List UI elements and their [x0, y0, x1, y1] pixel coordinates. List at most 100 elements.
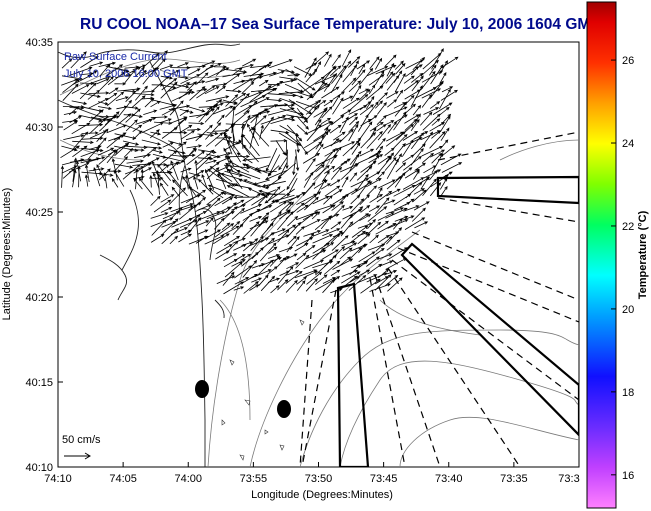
current-vector — [269, 59, 293, 69]
current-vector — [413, 188, 426, 195]
current-vector — [143, 157, 160, 167]
current-vector — [106, 136, 121, 149]
current-vector — [302, 182, 316, 196]
current-vector — [153, 199, 172, 213]
current-vector — [311, 51, 330, 67]
current-vector — [242, 144, 259, 163]
current-vector — [402, 215, 415, 221]
current-vector — [115, 96, 129, 101]
colorbar-tick-label: 22 — [622, 221, 634, 233]
current-vector — [285, 270, 303, 285]
current-vector — [393, 143, 406, 159]
current-vector — [410, 132, 425, 150]
current-vector — [186, 150, 206, 166]
current-vector — [221, 222, 231, 231]
current-vector — [350, 230, 366, 244]
current-vector — [223, 206, 238, 221]
current-vector — [232, 110, 250, 125]
current-vector — [312, 234, 334, 244]
current-vector — [348, 275, 367, 291]
current-vector — [342, 97, 360, 109]
current-vector — [216, 173, 234, 187]
current-vector — [243, 281, 259, 294]
y-axis-ticks: 40:35 40:30 40:25 40:20 40:15 40:10 — [25, 37, 63, 474]
current-vector — [439, 56, 459, 69]
current-vector — [369, 56, 380, 70]
current-vector — [169, 100, 184, 116]
current-vector — [172, 179, 188, 197]
current-vector — [249, 85, 272, 103]
current-vector — [386, 62, 395, 77]
current-vector — [287, 221, 302, 238]
current-vector — [375, 235, 393, 252]
current-vector — [296, 204, 309, 213]
x-tick-label: 74:05 — [109, 473, 137, 485]
current-vector — [196, 197, 207, 206]
current-vector — [330, 74, 343, 94]
current-vector — [135, 66, 145, 77]
current-vector — [392, 218, 403, 230]
current-vector — [231, 207, 246, 220]
current-vector — [386, 239, 401, 251]
current-vector — [331, 65, 347, 84]
current-vector — [295, 149, 300, 172]
y-tick-label: 40:30 — [25, 122, 53, 134]
current-vector — [215, 65, 226, 76]
current-vector — [277, 279, 289, 291]
current-vector — [313, 129, 332, 142]
current-vector — [285, 149, 289, 170]
current-vector — [369, 121, 384, 132]
current-vector — [214, 194, 235, 207]
current-vector — [377, 71, 394, 91]
current-vector — [231, 259, 246, 267]
current-vector — [168, 187, 187, 206]
current-vector — [268, 246, 278, 254]
colorbar-label: Temperature (°C) — [637, 210, 649, 299]
current-vector — [410, 118, 420, 132]
current-vector — [305, 157, 316, 173]
current-vector — [98, 115, 120, 123]
current-vector — [285, 253, 298, 261]
current-vector — [350, 198, 365, 213]
current-vector — [247, 123, 260, 147]
current-vector — [385, 207, 408, 219]
current-vector — [342, 64, 358, 83]
current-vector — [405, 59, 424, 69]
colorbar — [586, 1, 617, 509]
station-marker-1 — [195, 380, 209, 398]
current-vector — [422, 113, 441, 131]
current-vector — [205, 217, 214, 227]
current-vector — [80, 55, 99, 68]
current-vector — [250, 126, 270, 147]
current-vector — [71, 100, 88, 105]
current-vector — [186, 144, 203, 149]
current-vector — [243, 179, 269, 190]
current-vector — [207, 184, 234, 196]
current-vector — [157, 163, 172, 182]
y-tick-label: 40:10 — [25, 462, 53, 474]
current-vector — [374, 276, 389, 285]
current-vector — [195, 220, 210, 227]
current-vector — [329, 179, 341, 187]
current-vector — [212, 105, 234, 115]
current-vector — [142, 89, 156, 94]
current-vector — [374, 70, 385, 86]
current-vector — [160, 81, 178, 99]
current-vector — [286, 172, 298, 191]
colorbar-tick-label: 24 — [622, 138, 634, 150]
current-vector — [440, 127, 450, 141]
current-vector — [411, 75, 424, 92]
current-vector — [357, 114, 369, 132]
current-vector — [196, 72, 209, 85]
current-vector — [377, 123, 392, 141]
current-vector — [279, 108, 305, 116]
current-vector — [410, 85, 423, 107]
current-vector — [222, 71, 247, 78]
radar-beam-boxes — [336, 175, 579, 467]
current-vector — [125, 87, 140, 103]
current-vector — [267, 107, 295, 116]
current-vector — [320, 183, 331, 190]
current-vector — [287, 215, 299, 227]
current-vector — [249, 64, 268, 77]
current-vector — [330, 166, 342, 180]
